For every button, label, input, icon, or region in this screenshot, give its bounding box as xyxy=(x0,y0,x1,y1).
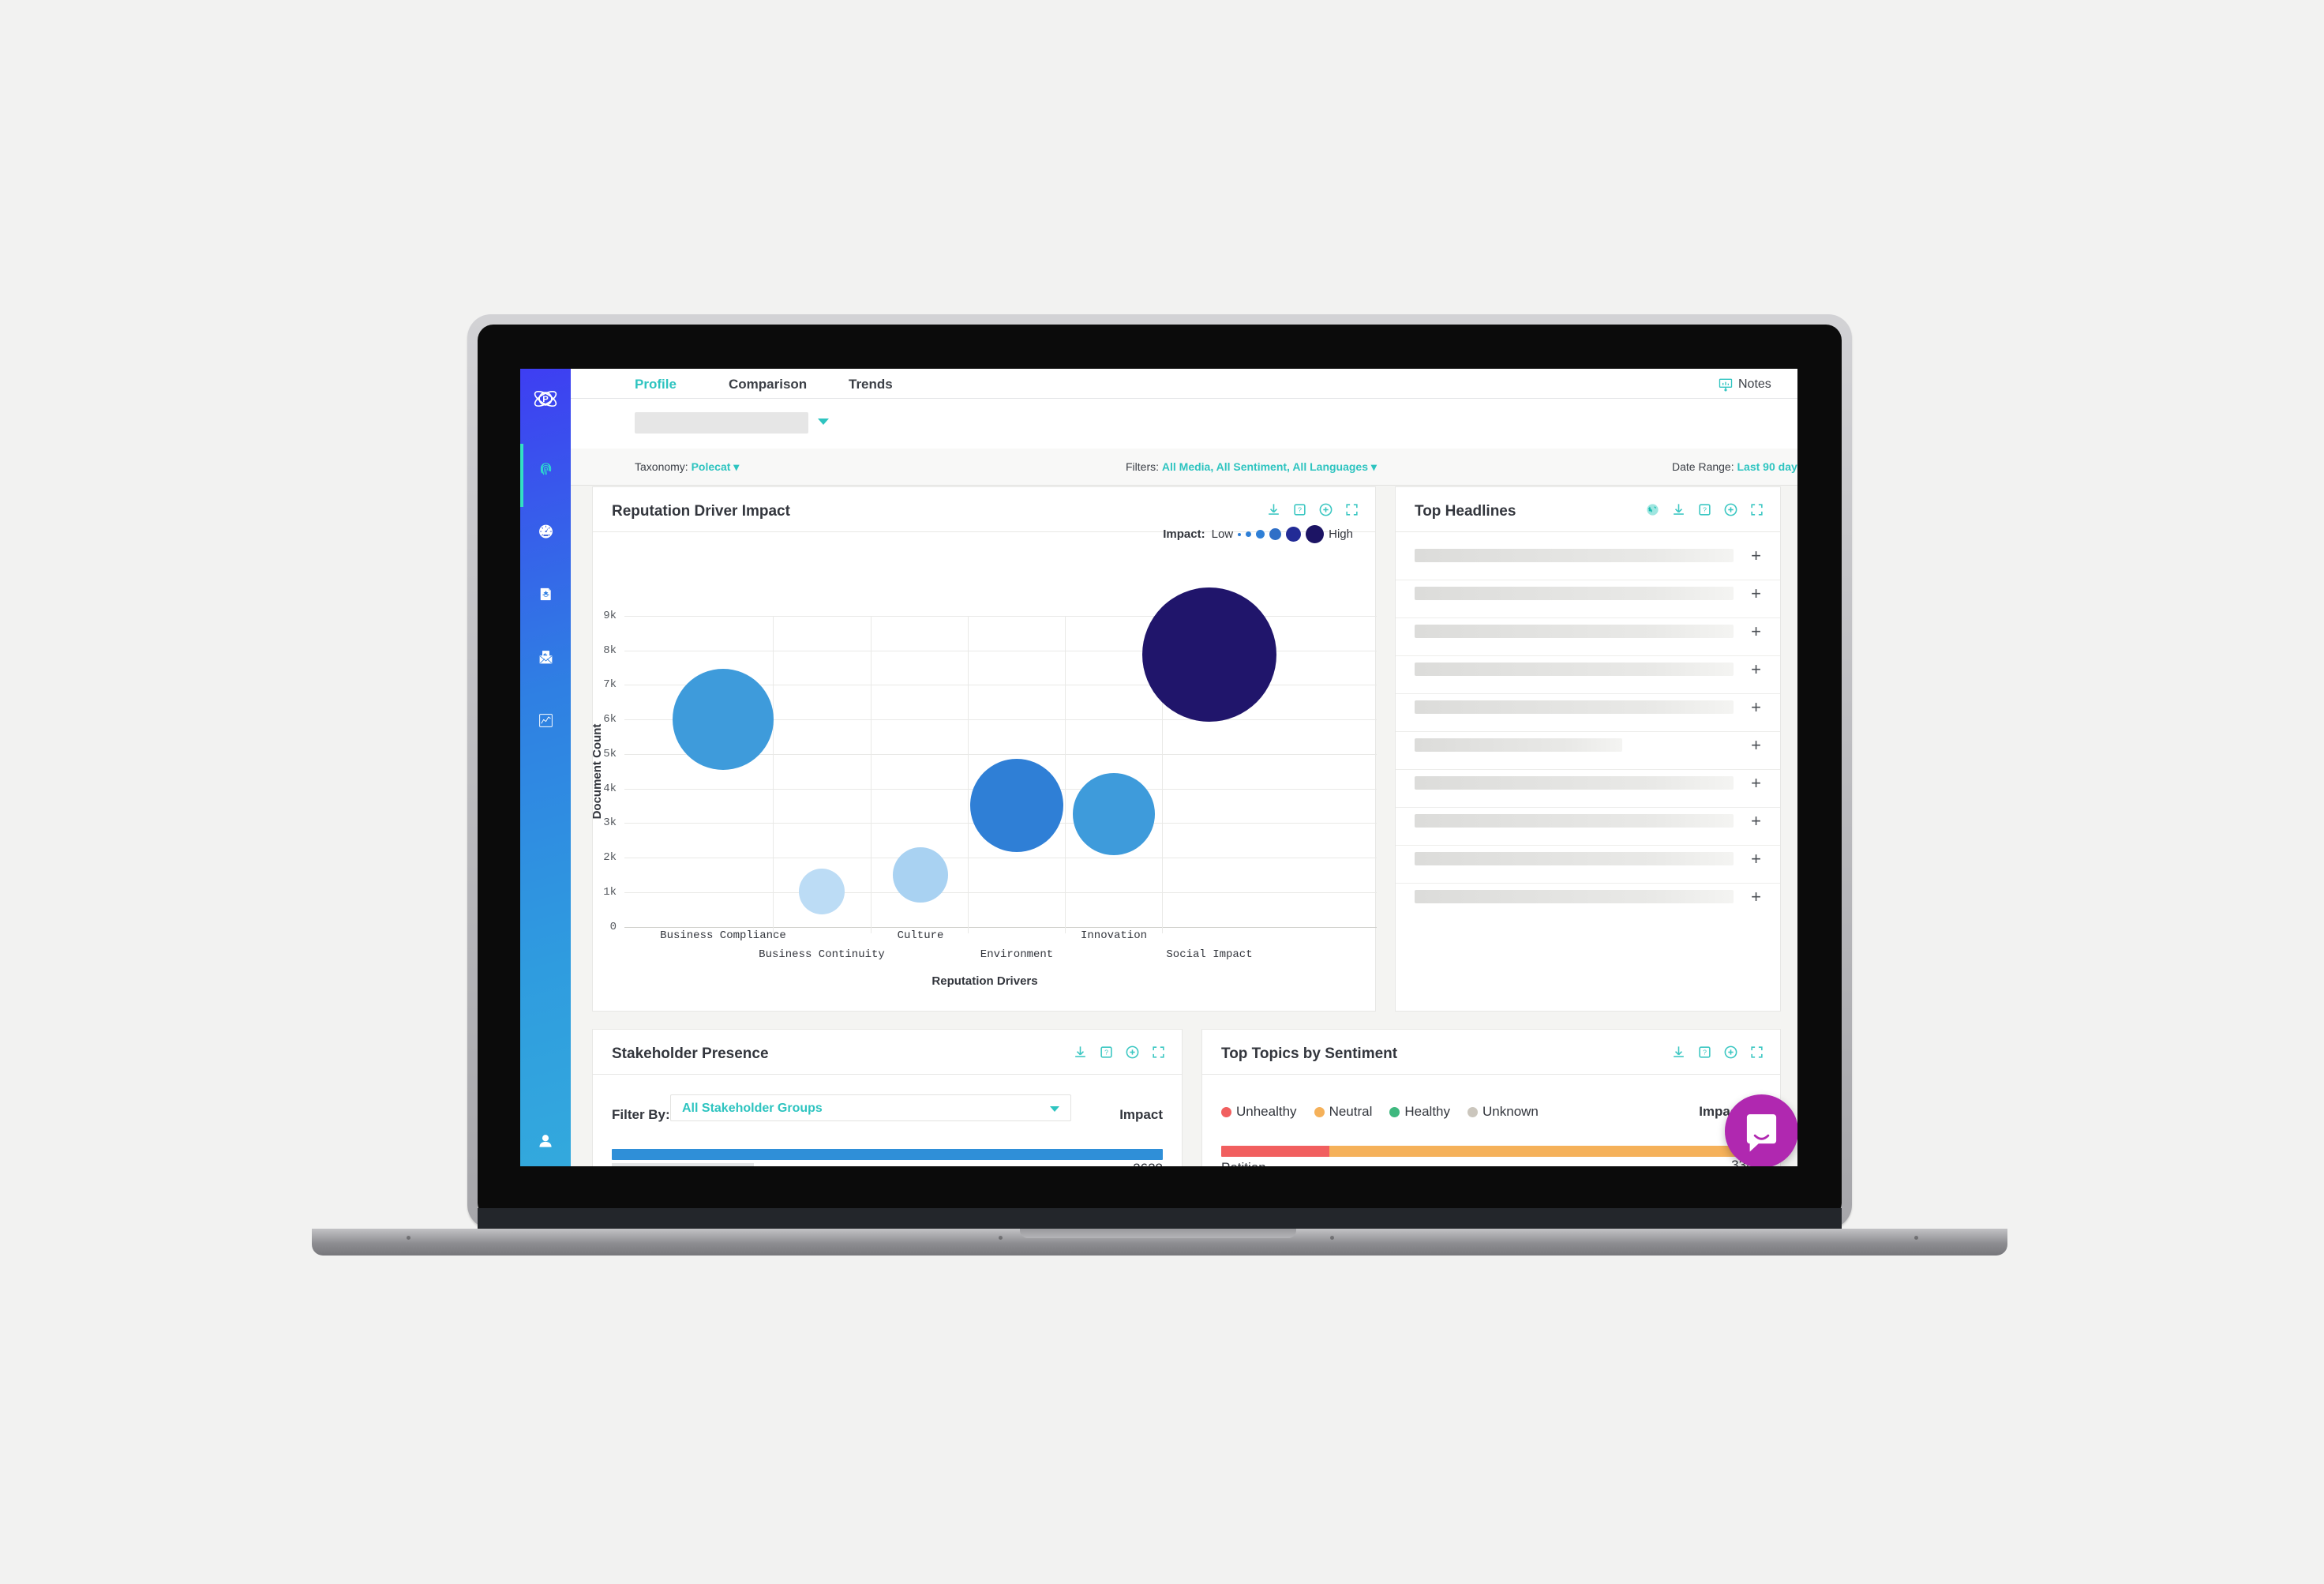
svg-text:?: ? xyxy=(1703,506,1707,514)
svg-text:P: P xyxy=(542,395,549,404)
svg-text:?: ? xyxy=(1104,1049,1108,1057)
svg-text:?: ? xyxy=(1298,506,1302,514)
svg-text:?: ? xyxy=(1703,1049,1707,1057)
